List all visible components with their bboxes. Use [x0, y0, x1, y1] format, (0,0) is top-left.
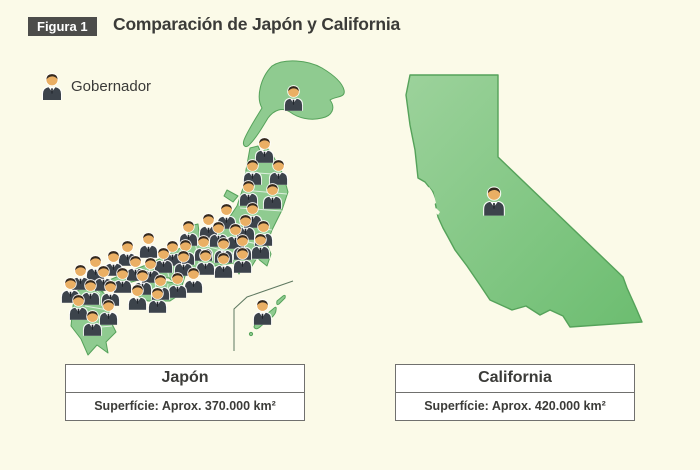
governor-icon: [232, 246, 253, 273]
governor-icon: [147, 286, 168, 313]
japan-info-box: Japón Superfície: Aprox. 370.000 km²: [65, 364, 305, 421]
governor-icon: [283, 84, 304, 111]
california-name: California: [396, 365, 634, 393]
okinawa-inset-border: [233, 280, 294, 351]
legend: Gobernador: [41, 71, 151, 101]
san-francisco-bay: [426, 187, 440, 215]
okinawa-islet: [248, 331, 254, 337]
legend-label: Gobernador: [71, 77, 152, 95]
governor-icon: [262, 182, 283, 209]
japan-area: Superfície: Aprox. 370.000 km²: [94, 399, 276, 413]
governor-icon: [252, 298, 273, 325]
california-map: [405, 74, 643, 328]
california-info-box: California Superfície: Aprox. 420.000 km…: [395, 364, 635, 421]
governor-icon: [250, 232, 271, 259]
governor-icon: [482, 185, 506, 216]
governor-icon: [82, 309, 103, 336]
california-shape: [405, 74, 643, 328]
governor-icon: [127, 283, 148, 310]
sado-island: [223, 189, 239, 203]
japan-name: Japón: [66, 365, 304, 393]
figure-badge: Figura 1: [28, 17, 97, 36]
figure-title: Comparación de Japón y California: [113, 14, 401, 34]
california-area: Superfície: Aprox. 420.000 km²: [424, 399, 606, 413]
governor-icon: [213, 251, 234, 278]
governor-icon: [268, 158, 289, 185]
